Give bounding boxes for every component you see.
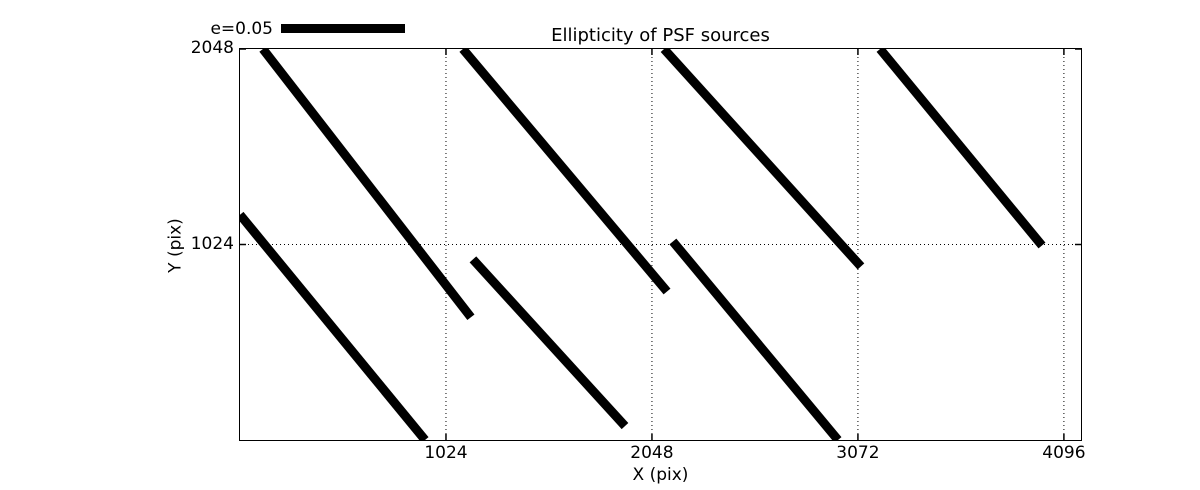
psf-whisker-segment — [660, 49, 865, 270]
psf-whisker-segment — [469, 256, 629, 430]
y-tick-label: 2048 — [190, 38, 234, 58]
x-tick-label: 3072 — [836, 443, 880, 463]
plot-canvas — [240, 49, 1081, 440]
legend-sample-bar — [281, 24, 405, 33]
psf-whisker-segment — [459, 49, 671, 295]
x-axis-label: X (pix) — [632, 465, 689, 485]
psf-whisker-segment — [876, 49, 1046, 249]
psf-whisker-segment — [259, 49, 475, 320]
x-tick-label: 2048 — [630, 443, 674, 463]
psf-whisker-segment — [240, 211, 429, 440]
legend-label: e=0.05 — [210, 19, 273, 39]
y-tick-label: 1024 — [190, 233, 234, 254]
x-tick-label: 1024 — [424, 443, 468, 463]
psf-whisker-segment — [669, 238, 842, 440]
chart-title: Ellipticity of PSF sources — [551, 25, 770, 46]
x-tick-label: 4096 — [1042, 443, 1086, 463]
